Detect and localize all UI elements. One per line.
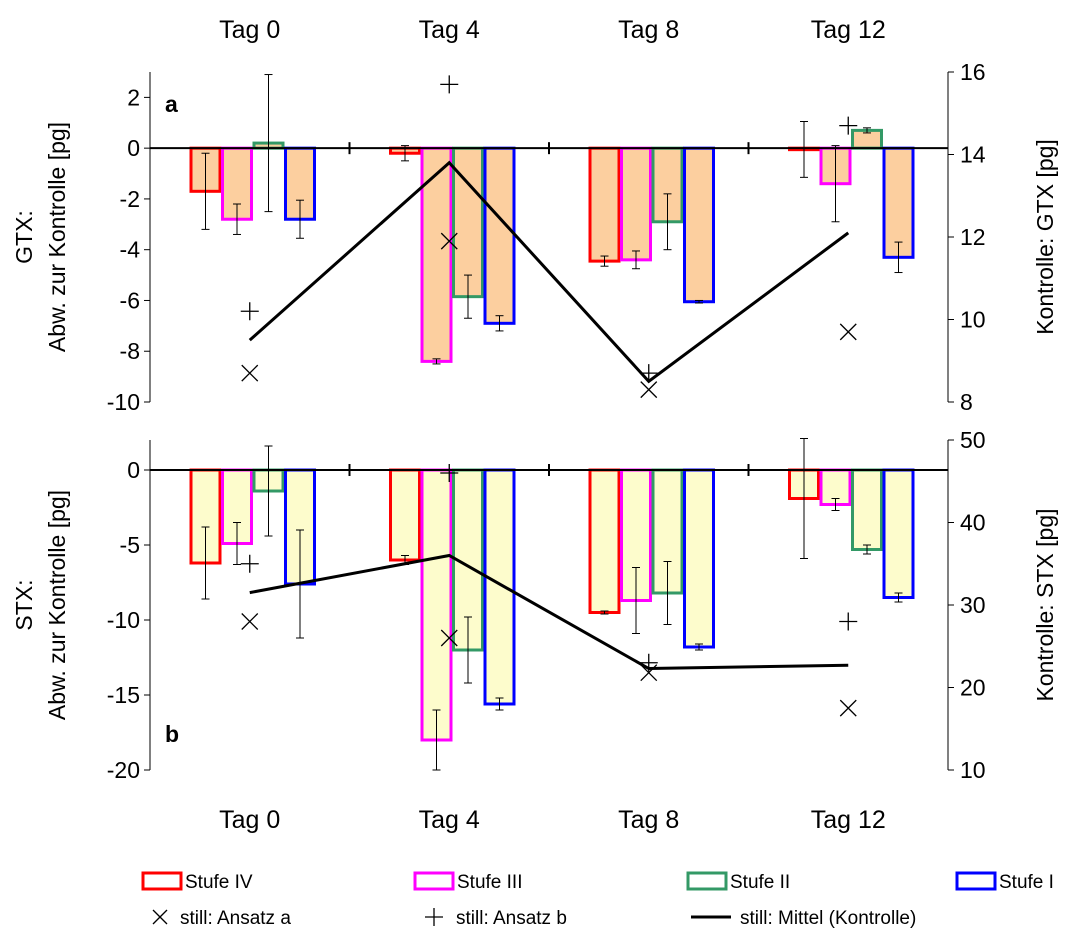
y-axis-title-line2: Abw. zur Kontrolle [pg] (44, 122, 70, 352)
ansatz-a-marker (241, 364, 259, 382)
bar (420, 468, 453, 742)
legend-label-mittel: still: Mittel (Kontrolle) (740, 908, 916, 929)
legend-label-stufe-iv: Stufe IV (185, 872, 253, 893)
bar (851, 468, 883, 551)
left-tick-label: -4 (120, 237, 141, 263)
bar (483, 468, 516, 706)
top-day-label: Tag 4 (419, 16, 480, 44)
top-day-labels: Tag 0 Tag 4 Tag 8 Tag 12 (219, 16, 886, 44)
legend-swatch-stufe-i (955, 871, 997, 891)
left-tick-label: -20 (107, 757, 140, 783)
top-day-label: Tag 8 (618, 16, 679, 44)
bottom-day-label: Tag 4 (419, 806, 480, 834)
legend-swatch-stufe-iv (141, 871, 183, 891)
right-tick-label: 20 (960, 675, 986, 701)
right-tick-label: 10 (960, 307, 986, 333)
ansatz-b-marker (839, 116, 858, 135)
bar (483, 146, 516, 325)
y2-axis-title: Kontrolle: GTX [pg] (1032, 139, 1058, 335)
ansatz-a-marker (640, 664, 658, 682)
legend-label-ansatz-a: still: Ansatz a (180, 908, 291, 929)
ansatz-a-marker (440, 629, 458, 647)
left-tick-label: 2 (127, 84, 140, 110)
right-tick-label: 12 (960, 224, 986, 250)
right-tick-label: 50 (960, 427, 986, 453)
bar (588, 468, 621, 614)
y2-axis-title: Kontrolle: STX [pg] (1032, 508, 1058, 701)
right-tick-label: 14 (960, 142, 986, 168)
y-axis-title-line2: Abw. zur Kontrolle [pg] (44, 490, 70, 720)
bar (882, 468, 915, 599)
right-tick-label: 40 (960, 510, 986, 536)
control-mean-line (248, 160, 850, 384)
left-tick-label: -15 (107, 682, 140, 708)
ansatz-b-marker (839, 612, 858, 631)
left-tick-label: -2 (120, 186, 140, 212)
panel-a: 2 0 -2 -4 -6 -8 -10 16 14 12 10 8 GTX: Abw. zur Kontr… (11, 59, 1058, 415)
legend-marker-ansatz-b (425, 908, 443, 926)
left-tick-label: -10 (107, 607, 140, 633)
legend-label-stufe-iii: Stufe III (457, 872, 522, 893)
right-tick-label: 8 (960, 389, 973, 415)
bar (588, 146, 621, 263)
panel-b: 0 -5 -10 -15 -20 50 40 30 20 10 STX: Abw. zur Kontr… (11, 427, 1058, 783)
legend-swatch-stufe-iii (413, 871, 455, 891)
control-mean-line (249, 553, 849, 671)
ansatz-b-marker (240, 302, 259, 321)
bar (683, 468, 715, 649)
left-tick-label: -5 (120, 532, 140, 558)
top-day-label: Tag 0 (219, 16, 280, 44)
legend-swatch-stufe-ii (686, 871, 728, 891)
legend-label-ansatz-b: still: Ansatz b (456, 908, 567, 929)
ansatz-b-marker (639, 364, 658, 383)
bar (620, 146, 652, 262)
legend-label-stufe-i: Stufe I (999, 872, 1054, 893)
legend-label-stufe-ii: Stufe II (730, 872, 790, 893)
left-tick-label: 0 (127, 135, 140, 161)
right-tick-label: 16 (960, 59, 986, 85)
left-tick-label: -8 (120, 338, 140, 364)
ansatz-a-marker (640, 381, 658, 399)
ansatz-a-marker (839, 699, 857, 717)
panel-label: a (165, 91, 178, 117)
ansatz-a-marker (241, 613, 259, 630)
bottom-day-label: Tag 0 (219, 806, 280, 834)
ansatz-a-marker (440, 232, 458, 250)
bar (882, 146, 915, 259)
bar (420, 146, 453, 363)
left-tick-label: -6 (120, 287, 140, 313)
y-axis-title-line1: GTX: (11, 210, 37, 264)
left-tick-label: -10 (107, 389, 140, 415)
panel-label: b (165, 721, 179, 747)
right-tick-label: 30 (960, 592, 986, 618)
top-day-label: Tag 12 (811, 16, 886, 44)
bottom-day-label: Tag 8 (618, 806, 679, 834)
legend: Stufe IV Stufe III Stufe II Stufe I stil… (141, 871, 1054, 929)
bottom-day-label: Tag 12 (811, 806, 886, 834)
bottom-day-labels: Tag 0 Tag 4 Tag 8 Tag 12 (219, 806, 886, 834)
left-tick-label: 0 (127, 457, 140, 483)
ansatz-b-marker (440, 464, 459, 482)
y-axis-title-line1: STX: (11, 579, 37, 630)
bar (389, 468, 421, 562)
ansatz-a-marker (839, 323, 857, 341)
ansatz-b-marker (639, 653, 658, 672)
legend-marker-ansatz-a (152, 909, 168, 925)
bar (683, 146, 715, 304)
ansatz-b-marker (240, 554, 259, 573)
ansatz-b-marker (440, 75, 459, 94)
right-tick-label: 10 (960, 757, 986, 783)
